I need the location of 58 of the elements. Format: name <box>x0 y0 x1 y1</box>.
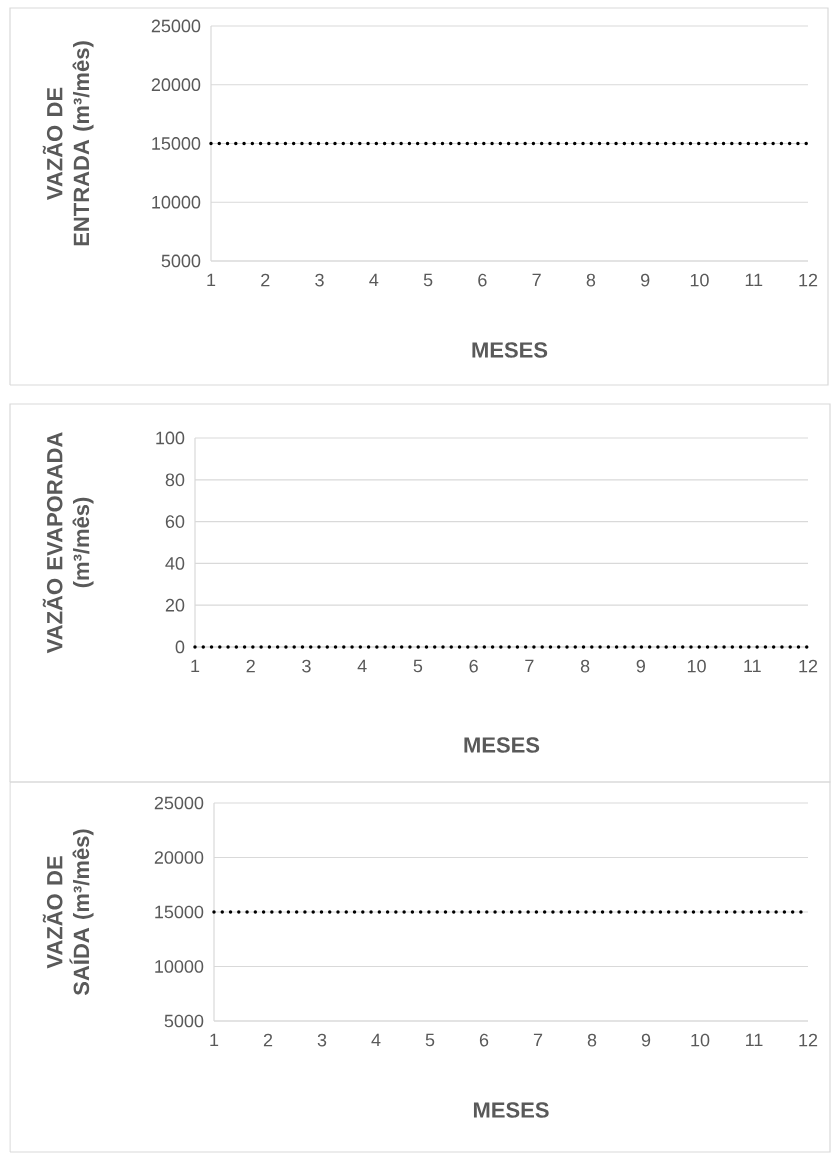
y-tick-label: 15000 <box>152 137 201 150</box>
y-tick-label: 40 <box>165 557 185 570</box>
x-tick-label: 11 <box>746 1033 763 1047</box>
x-tick-label: 9 <box>636 659 645 673</box>
x-tick-label: 9 <box>641 273 650 287</box>
x-tick-label: 3 <box>317 1033 327 1047</box>
y-tick-label: 10000 <box>155 960 204 973</box>
x-tick-label: 6 <box>478 273 487 287</box>
y-tick-label: 20 <box>165 598 185 612</box>
x-tick-label: 1 <box>210 1033 219 1047</box>
x-tick-label: 4 <box>371 1033 381 1047</box>
x-tick-label: 3 <box>315 273 324 287</box>
y-tick-label: 15000 <box>155 905 204 919</box>
y-axis-title: VAZÃO EVAPORADA (m³/mês) <box>42 432 94 654</box>
x-tick-label: 5 <box>413 659 423 673</box>
x-axis-title: MESES <box>473 1102 549 1118</box>
x-tick-label: 12 <box>799 659 818 673</box>
y-tick-label: 10000 <box>152 195 201 209</box>
y-tick-label: 100 <box>156 431 185 445</box>
x-tick-label: 10 <box>690 273 709 287</box>
y-tick-label: 80 <box>165 473 185 487</box>
y-tick-label: 5000 <box>164 1014 204 1028</box>
x-tick-label: 8 <box>580 659 590 673</box>
y-tick-label: 25000 <box>154 796 204 810</box>
y-tick-label: 20000 <box>154 851 204 864</box>
x-tick-label: 12 <box>799 273 818 287</box>
y-tick-label: 5000 <box>161 254 201 268</box>
x-axis-title: MESES <box>472 342 548 358</box>
x-tick-label: 5 <box>423 273 433 287</box>
x-tick-label: 6 <box>479 1033 489 1047</box>
x-tick-label: 2 <box>263 1033 273 1047</box>
y-axis-title: VAZÃO DE ENTRADA (m³/mês) <box>42 41 94 246</box>
y-tick-label: 20000 <box>151 78 201 92</box>
x-tick-label: 2 <box>246 659 255 673</box>
x-tick-label: 1 <box>207 273 216 287</box>
x-tick-label: 8 <box>587 1033 597 1047</box>
x-tick-label: 7 <box>533 1033 543 1047</box>
x-tick-label: 5 <box>425 1033 435 1047</box>
y-tick-label: 0 <box>175 640 185 654</box>
x-tick-label: 11 <box>744 659 761 673</box>
x-tick-label: 3 <box>302 659 311 673</box>
y-tick-label: 25000 <box>151 19 201 33</box>
x-tick-label: 2 <box>261 273 270 287</box>
x-tick-label: 8 <box>586 273 596 287</box>
x-tick-label: 10 <box>687 659 706 673</box>
x-axis-title: MESES <box>464 737 540 753</box>
x-tick-label: 7 <box>525 659 534 673</box>
x-tick-label: 7 <box>532 273 541 287</box>
x-tick-label: 12 <box>799 1033 818 1047</box>
x-tick-label: 4 <box>357 659 367 673</box>
x-tick-label: 9 <box>641 1033 651 1047</box>
x-tick-label: 11 <box>745 273 763 287</box>
x-tick-label: 1 <box>191 659 200 673</box>
x-tick-label: 10 <box>691 1033 710 1047</box>
x-tick-label: 6 <box>469 659 478 673</box>
x-tick-label: 4 <box>369 273 379 287</box>
y-axis-title: VAZÃO DE SAÍDA (m³/mês) <box>42 829 94 996</box>
y-tick-label: 60 <box>165 515 185 528</box>
